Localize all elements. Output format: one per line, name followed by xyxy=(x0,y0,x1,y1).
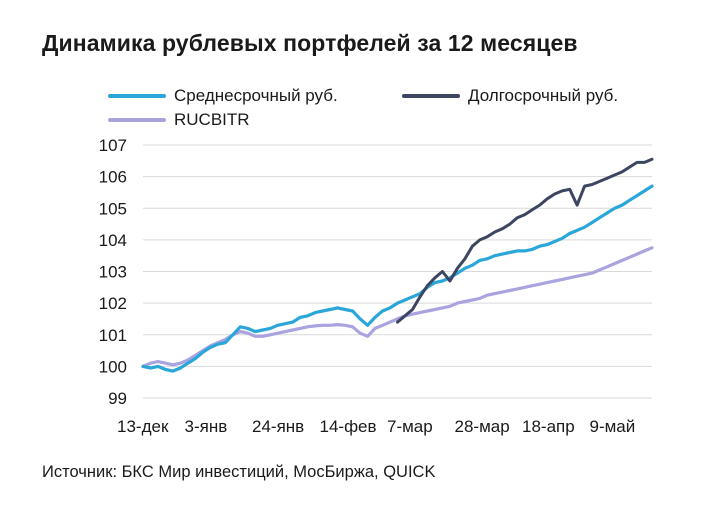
y-tick-label: 99 xyxy=(108,389,127,408)
legend-label-medium-term: Среднесрочный руб. xyxy=(174,86,338,105)
x-tick-label: 7-мар xyxy=(387,417,433,436)
y-tick-label: 100 xyxy=(99,357,127,376)
y-tick-label: 106 xyxy=(99,168,127,187)
x-tick-label: 28-мар xyxy=(455,417,510,436)
legend-swatch-long-term xyxy=(402,94,460,98)
x-tick-label: 14-фев xyxy=(320,417,377,436)
y-tick-label: 104 xyxy=(99,231,127,250)
series-line-rucbitr xyxy=(141,246,654,368)
y-tick-label: 107 xyxy=(99,136,127,155)
x-tick-label: 13-дек xyxy=(117,417,169,436)
legend-item-rucbitr: RUCBITR xyxy=(108,110,250,130)
legend-swatch-medium-term xyxy=(108,94,166,98)
legend-item-medium-term: Среднесрочный руб. xyxy=(108,86,338,106)
series-line-long-term xyxy=(396,157,654,324)
y-tick-label: 101 xyxy=(99,326,127,345)
x-tick-label: 3-янв xyxy=(185,417,228,436)
y-tick-label: 103 xyxy=(99,263,127,282)
legend-swatch-rucbitr xyxy=(108,118,166,122)
legend-label-long-term: Долгосрочный руб. xyxy=(468,86,619,105)
x-tick-label: 24-янв xyxy=(252,417,304,436)
legend-item-long-term: Долгосрочный руб. xyxy=(402,86,618,106)
legend-label-rucbitr: RUCBITR xyxy=(174,110,250,129)
x-tick-label: 9-май xyxy=(590,417,636,436)
y-tick-label: 105 xyxy=(99,199,127,218)
x-tick-label: 18-апр xyxy=(522,417,575,436)
chart-title: Динамика рублевых портфелей за 12 месяце… xyxy=(42,30,578,56)
y-tick-label: 102 xyxy=(99,294,127,313)
series-line-medium-term xyxy=(141,184,654,373)
chart-source-note: Источник: БКС Мир инвестиций, МосБиржа, … xyxy=(42,463,436,481)
